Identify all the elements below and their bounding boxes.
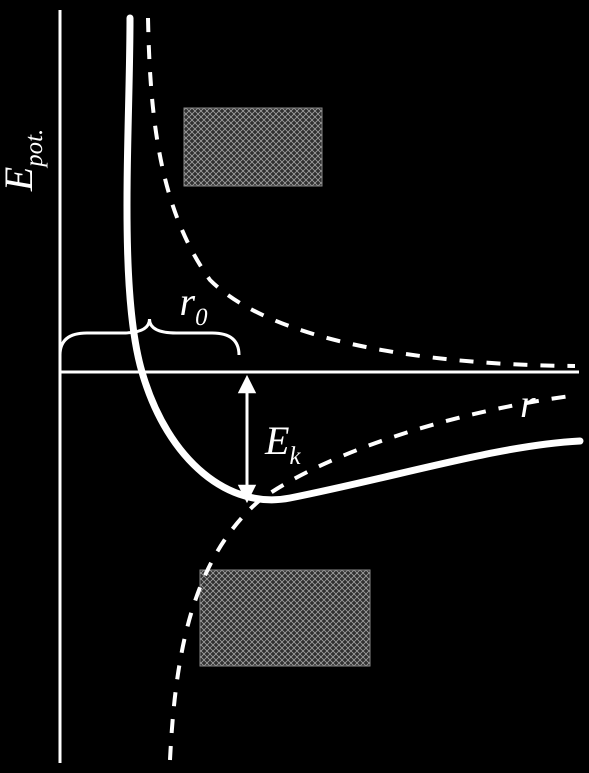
potential-energy-diagram: Epot. r r0 Ek [0, 0, 589, 773]
hatched-box-upper [184, 108, 322, 186]
hatched-box-lower [200, 570, 370, 666]
